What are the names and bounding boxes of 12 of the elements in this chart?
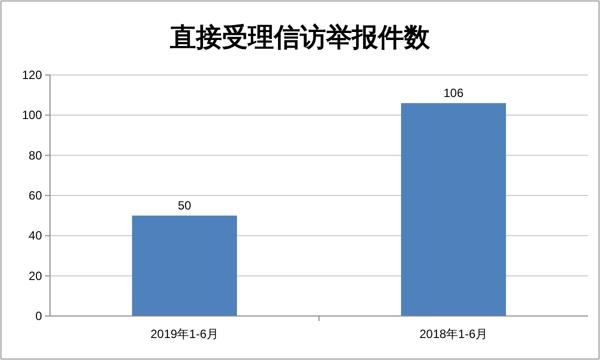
- data-label: 106: [443, 86, 464, 100]
- data-label: 50: [178, 198, 192, 213]
- y-tick-label: 40: [28, 228, 42, 243]
- chart-title: 直接受理信访举报件数: [169, 23, 431, 52]
- y-tick-label: 60: [28, 188, 42, 202]
- y-tick-label: 0: [35, 309, 42, 323]
- x-tick-label: 2019年1-6月: [150, 327, 219, 341]
- x-tick-label: 2018年1-6月: [419, 327, 488, 341]
- y-tick-label: 100: [22, 108, 42, 122]
- y-tick-label: 120: [22, 68, 42, 82]
- y-tick-label: 80: [28, 148, 42, 162]
- y-tick-label: 20: [28, 268, 42, 283]
